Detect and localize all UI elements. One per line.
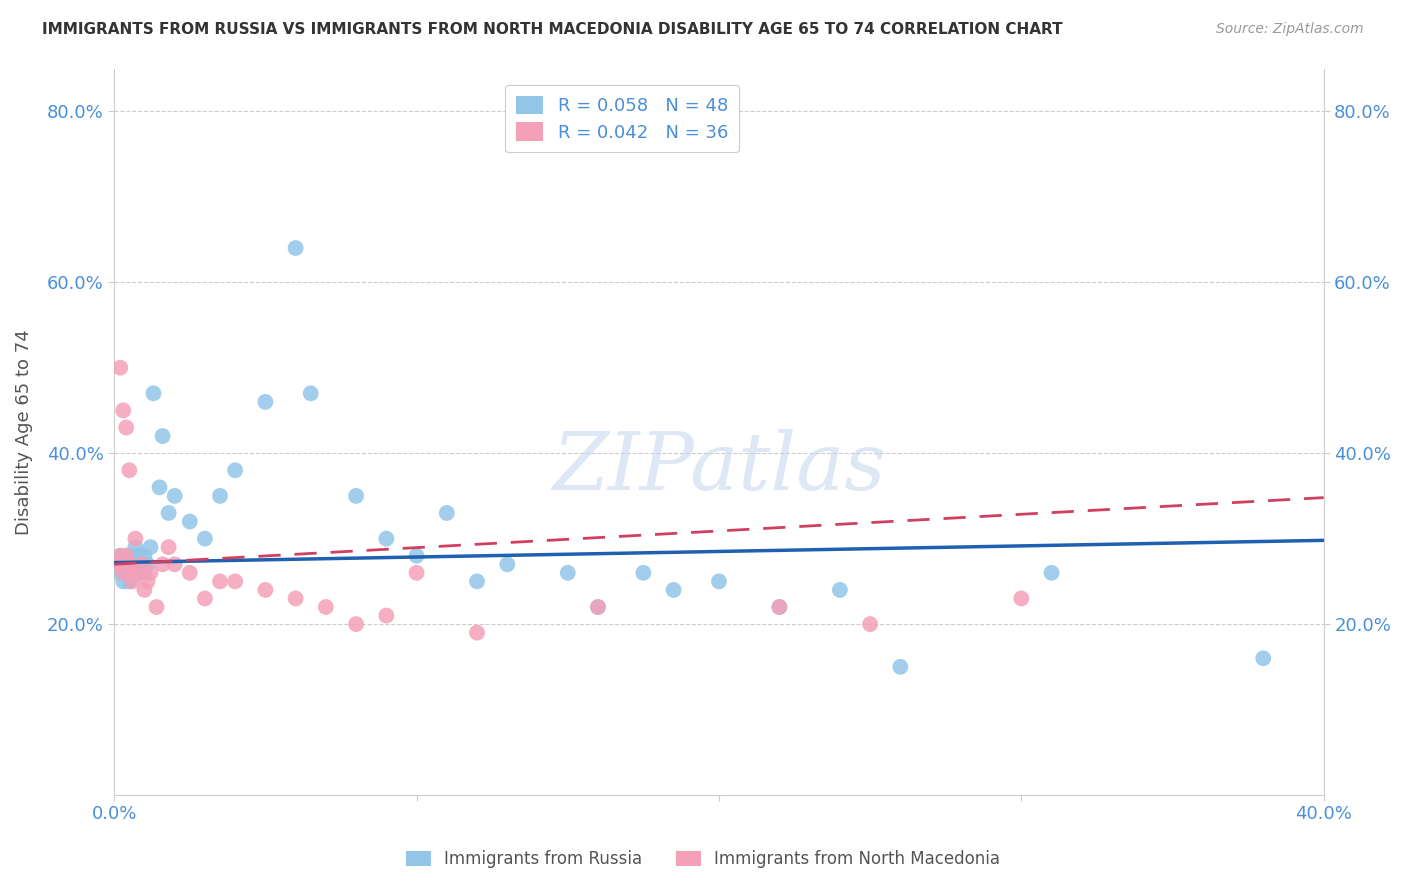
Point — [557, 566, 579, 580]
Point — [127, 549, 149, 563]
Point — [662, 582, 685, 597]
Point — [299, 386, 322, 401]
Point — [136, 558, 159, 572]
Legend: Immigrants from Russia, Immigrants from North Macedonia: Immigrants from Russia, Immigrants from … — [399, 844, 1007, 875]
Point — [112, 558, 135, 572]
Point — [152, 429, 174, 443]
Point — [131, 558, 153, 572]
Point — [254, 582, 277, 597]
Point — [344, 489, 367, 503]
Point — [152, 558, 174, 572]
Point — [134, 566, 156, 580]
Point — [768, 600, 790, 615]
Point — [586, 600, 609, 615]
Point — [179, 566, 201, 580]
Point — [194, 532, 217, 546]
Y-axis label: Disability Age 65 to 74: Disability Age 65 to 74 — [15, 329, 32, 534]
Point — [148, 480, 170, 494]
Point — [121, 566, 143, 580]
Point — [121, 574, 143, 589]
Point — [112, 574, 135, 589]
Point — [112, 566, 135, 580]
Point — [110, 549, 132, 563]
Point — [465, 574, 488, 589]
Point — [115, 566, 138, 580]
Point — [586, 600, 609, 615]
Point — [344, 617, 367, 632]
Point — [131, 558, 153, 572]
Point — [194, 591, 217, 606]
Point — [375, 608, 398, 623]
Point — [121, 566, 143, 580]
Point — [436, 506, 458, 520]
Point — [633, 566, 655, 580]
Point — [315, 600, 337, 615]
Point — [157, 506, 180, 520]
Text: Source: ZipAtlas.com: Source: ZipAtlas.com — [1216, 22, 1364, 37]
Text: ZIPatlas: ZIPatlas — [553, 429, 886, 507]
Point — [828, 582, 851, 597]
Point — [284, 591, 307, 606]
Point — [115, 549, 138, 563]
Point — [115, 420, 138, 434]
Point — [115, 549, 138, 563]
Point — [224, 574, 246, 589]
Point — [859, 617, 882, 632]
Point — [142, 386, 165, 401]
Point — [118, 558, 141, 572]
Point — [134, 582, 156, 597]
Point — [889, 660, 911, 674]
Point — [110, 360, 132, 375]
Point — [124, 540, 146, 554]
Point — [224, 463, 246, 477]
Legend: R = 0.058   N = 48, R = 0.042   N = 36: R = 0.058 N = 48, R = 0.042 N = 36 — [505, 85, 740, 153]
Point — [208, 489, 231, 503]
Point — [768, 600, 790, 615]
Point — [124, 558, 146, 572]
Point — [496, 558, 519, 572]
Point — [110, 549, 132, 563]
Point — [118, 574, 141, 589]
Point — [118, 558, 141, 572]
Point — [139, 566, 162, 580]
Point — [127, 566, 149, 580]
Point — [163, 558, 186, 572]
Point — [375, 532, 398, 546]
Point — [121, 549, 143, 563]
Point — [124, 532, 146, 546]
Point — [163, 489, 186, 503]
Point — [284, 241, 307, 255]
Point — [157, 540, 180, 554]
Point — [1251, 651, 1274, 665]
Point — [465, 625, 488, 640]
Point — [254, 395, 277, 409]
Text: IMMIGRANTS FROM RUSSIA VS IMMIGRANTS FROM NORTH MACEDONIA DISABILITY AGE 65 TO 7: IMMIGRANTS FROM RUSSIA VS IMMIGRANTS FRO… — [42, 22, 1063, 37]
Point — [707, 574, 730, 589]
Point — [1010, 591, 1032, 606]
Point — [110, 566, 132, 580]
Point — [112, 403, 135, 417]
Point — [134, 549, 156, 563]
Point — [136, 574, 159, 589]
Point — [105, 558, 128, 572]
Point — [1040, 566, 1063, 580]
Point — [118, 463, 141, 477]
Point — [179, 515, 201, 529]
Point — [405, 549, 427, 563]
Point — [145, 600, 167, 615]
Point — [105, 558, 128, 572]
Point — [127, 566, 149, 580]
Point — [139, 540, 162, 554]
Point — [208, 574, 231, 589]
Point — [405, 566, 427, 580]
